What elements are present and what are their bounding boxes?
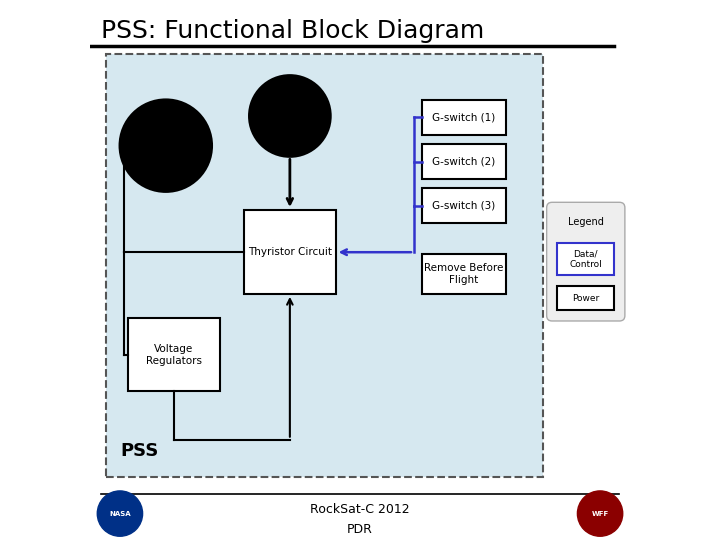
Text: Data/
Control: Data/ Control xyxy=(570,249,602,268)
FancyBboxPatch shape xyxy=(546,202,625,321)
Text: G-switch (3): G-switch (3) xyxy=(432,201,495,211)
Circle shape xyxy=(577,491,623,536)
Text: PSS: PSS xyxy=(120,442,158,460)
Text: Voltage
Regulators: Voltage Regulators xyxy=(146,344,202,366)
Text: RockSat-C 2012: RockSat-C 2012 xyxy=(310,503,410,516)
FancyBboxPatch shape xyxy=(557,286,614,310)
Circle shape xyxy=(97,491,143,536)
Text: PSS: Functional Block Diagram: PSS: Functional Block Diagram xyxy=(101,19,485,43)
FancyBboxPatch shape xyxy=(422,188,505,224)
Text: Legend: Legend xyxy=(568,218,603,227)
Text: 24: 24 xyxy=(584,503,600,516)
FancyBboxPatch shape xyxy=(244,211,336,294)
Text: G-switch (2): G-switch (2) xyxy=(432,157,495,166)
FancyBboxPatch shape xyxy=(128,318,220,391)
Text: Thyristor Circuit: Thyristor Circuit xyxy=(248,247,332,257)
FancyBboxPatch shape xyxy=(557,243,614,275)
Text: Remove Before
Flight: Remove Before Flight xyxy=(424,263,503,285)
Text: PDR: PDR xyxy=(347,523,373,536)
Circle shape xyxy=(120,100,212,192)
Text: WFF: WFF xyxy=(591,511,608,517)
Circle shape xyxy=(249,76,330,157)
Text: Alkaline
Batteries: Alkaline Batteries xyxy=(266,105,313,127)
FancyBboxPatch shape xyxy=(422,144,505,179)
Text: Remainder
of Payload: Remainder of Payload xyxy=(138,135,194,157)
FancyBboxPatch shape xyxy=(422,100,505,135)
FancyBboxPatch shape xyxy=(422,254,505,294)
Text: G-switch (1): G-switch (1) xyxy=(432,112,495,123)
Text: NASA: NASA xyxy=(109,511,131,517)
Text: Power: Power xyxy=(572,294,599,302)
FancyBboxPatch shape xyxy=(107,54,544,477)
